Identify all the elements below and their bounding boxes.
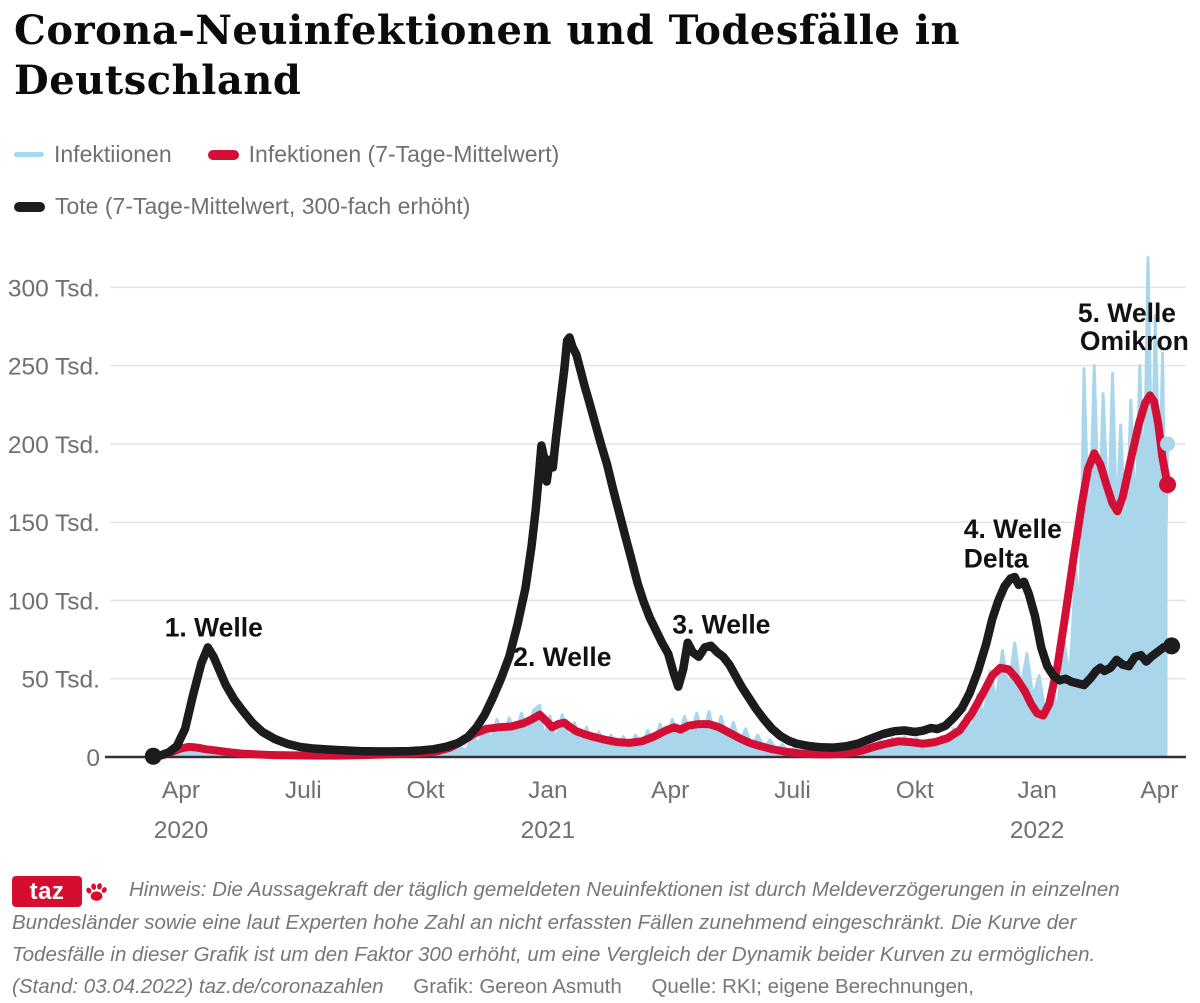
x-axis-year-label: 2022 (1010, 817, 1065, 844)
page-title-line1: Corona-Neuinfektionen und Todesfälle in (14, 7, 961, 54)
legend-swatch-infections-avg-icon (207, 149, 239, 160)
legend-item-infections-avg: Infektionen (7-Tage-Mittelwert) (207, 141, 560, 168)
x-axis-tick-label: Okt (407, 777, 445, 804)
legend-swatch-infections-daily-icon (14, 152, 44, 157)
series-endpoint-dot (1163, 637, 1181, 655)
footer-credit-grafik: Grafik: Gereon Asmuth (413, 975, 622, 998)
footer-line-1: taz Hinweis: Die Aussagekraft der täglic… (12, 874, 1192, 907)
legend-swatch-deaths-icon (14, 201, 45, 212)
x-axis-tick-label: Jan (528, 777, 568, 804)
x-axis-tick-label: Jan (1017, 777, 1057, 804)
wave-annotation: 4. Welle (964, 514, 1062, 544)
wave-annotation: 5. Welle (1078, 298, 1176, 328)
y-axis-tick-label: 250 Tsd. (8, 354, 100, 381)
taz-logo-box: taz (12, 876, 82, 907)
x-axis-tick-label: Apr (162, 777, 200, 804)
x-axis-year-label: 2021 (521, 817, 576, 844)
taz-logo: taz (12, 876, 107, 907)
x-axis-tick-label: Okt (896, 777, 934, 804)
series-endpoint-dot (1160, 436, 1176, 452)
legend-label-deaths: Tote (7-Tage-Mittelwert, 300-fach erhöht… (55, 193, 471, 219)
series-endpoint-dot (144, 747, 162, 765)
footer-stand: (Stand: 03.04.2022) taz.de/coronazahlen (12, 975, 384, 998)
wave-annotation: 1. Welle (165, 612, 263, 642)
legend-label-infections-avg: Infektionen (7-Tage-Mittelwert) (248, 141, 560, 167)
wave-annotation: 2. Welle (513, 642, 611, 672)
footer-note-line3: Todesfälle in dieser Grafik ist um den F… (12, 943, 1096, 966)
series-endpoint-dot (1159, 476, 1177, 494)
y-axis-tick-label: 300 Tsd. (8, 275, 100, 302)
x-axis-tick-label: Juli (774, 777, 811, 804)
page-title: Corona-Neuinfektionen und Todesfälle in … (14, 6, 1114, 106)
legend-item-deaths: Tote (7-Tage-Mittelwert, 300-fach erhöht… (14, 193, 470, 220)
y-axis-tick-label: 100 Tsd. (8, 588, 100, 615)
wave-annotation: Delta (964, 544, 1029, 574)
legend-item-infections-daily: Infektiionen (14, 141, 172, 168)
y-axis-tick-label: 0 (86, 745, 100, 772)
series-area-infections-daily (156, 257, 1168, 757)
legend-row-2: Tote (7-Tage-Mittelwert, 300-fach erhöht… (14, 193, 470, 220)
y-axis-tick-label: 150 Tsd. (8, 510, 100, 537)
series-line-deaths (149, 333, 1176, 761)
y-axis-tick-label: 50 Tsd. (21, 667, 100, 694)
footer: taz Hinweis: Die Aussagekraft der täglic… (12, 874, 1192, 1003)
x-axis-tick-label: Juli (285, 777, 322, 804)
footer-line-4: (Stand: 03.04.2022) taz.de/coronazahlen … (12, 971, 1192, 1003)
footer-note-line2: Bundesländer sowie eine laut Experten ho… (12, 911, 1077, 934)
wave-annotation: Omikron (1080, 326, 1189, 356)
x-axis-tick-label: Apr (1140, 777, 1178, 804)
legend-row-1: Infektiionen Infektionen (7-Tage-Mittelw… (14, 141, 559, 168)
taz-paw-icon (86, 882, 107, 901)
y-axis-tick-label: 200 Tsd. (8, 432, 100, 459)
x-axis-year-label: 2020 (154, 817, 209, 844)
x-axis-tick-label: Apr (651, 777, 689, 804)
footer-credit-quelle: Quelle: RKI; eigene Berechnungen, (651, 975, 974, 998)
footer-note-line1: Hinweis: Die Aussagekraft der täglich ge… (129, 878, 1120, 901)
chart-svg: 0 50 Tsd. 100 Tsd. 150 Tsd. 200 Tsd. 250 Tsd.… (8, 256, 1189, 844)
legend-label-infections-daily: Infektiionen (54, 141, 172, 167)
page-title-line2: Deutschland (14, 57, 302, 104)
wave-annotation: 3. Welle (672, 609, 770, 639)
